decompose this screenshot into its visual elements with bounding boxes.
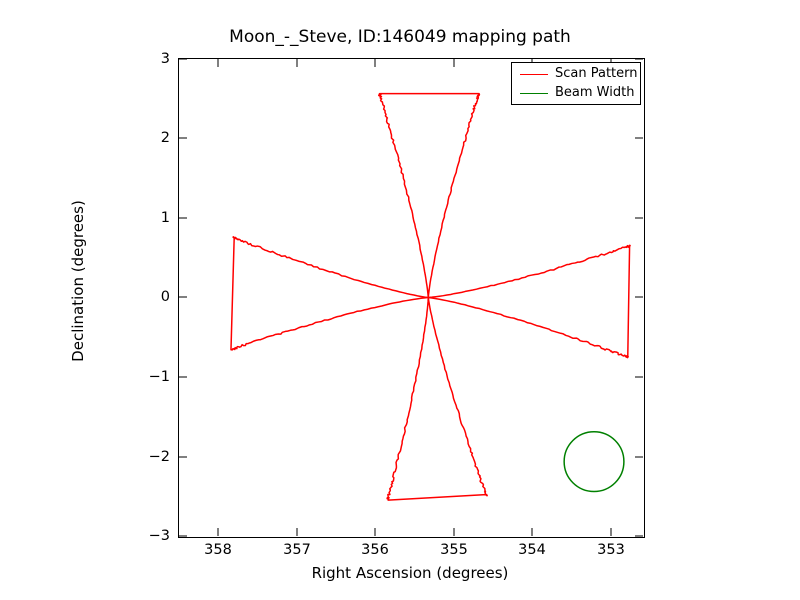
legend-label: Beam Width <box>555 85 635 100</box>
x-tick-label: 357 <box>283 542 311 558</box>
y-tick-label: 2 <box>160 130 170 146</box>
page-title: Moon_-_Steve, ID:146049 mapping path <box>229 27 571 47</box>
x-tick-label: 353 <box>597 542 625 558</box>
y-tick-label: 1 <box>160 210 170 226</box>
x-axis-label: Right Ascension (degrees) <box>311 564 509 582</box>
x-tick-label: 356 <box>361 542 389 558</box>
y-axis-label: Declination (degrees) <box>69 200 87 362</box>
plot-axes-frame <box>178 58 645 538</box>
y-tick-label: 3 <box>160 51 170 67</box>
y-tick-label: 0 <box>160 289 170 305</box>
legend: Scan Pattern Beam Width <box>511 62 641 105</box>
legend-item-scan-pattern: Scan Pattern <box>512 65 642 85</box>
legend-item-beam-width: Beam Width <box>512 84 642 104</box>
x-tick-label: 355 <box>440 542 468 558</box>
legend-swatch-scan-pattern <box>520 74 548 75</box>
y-tick-label: −1 <box>148 369 170 385</box>
x-tick-label: 354 <box>518 542 546 558</box>
legend-swatch-beam-width <box>520 93 548 94</box>
x-tick-label: 358 <box>204 542 232 558</box>
y-tick-label: −2 <box>148 449 170 465</box>
legend-label: Scan Pattern <box>555 66 638 81</box>
y-tick-label: −3 <box>148 528 170 544</box>
